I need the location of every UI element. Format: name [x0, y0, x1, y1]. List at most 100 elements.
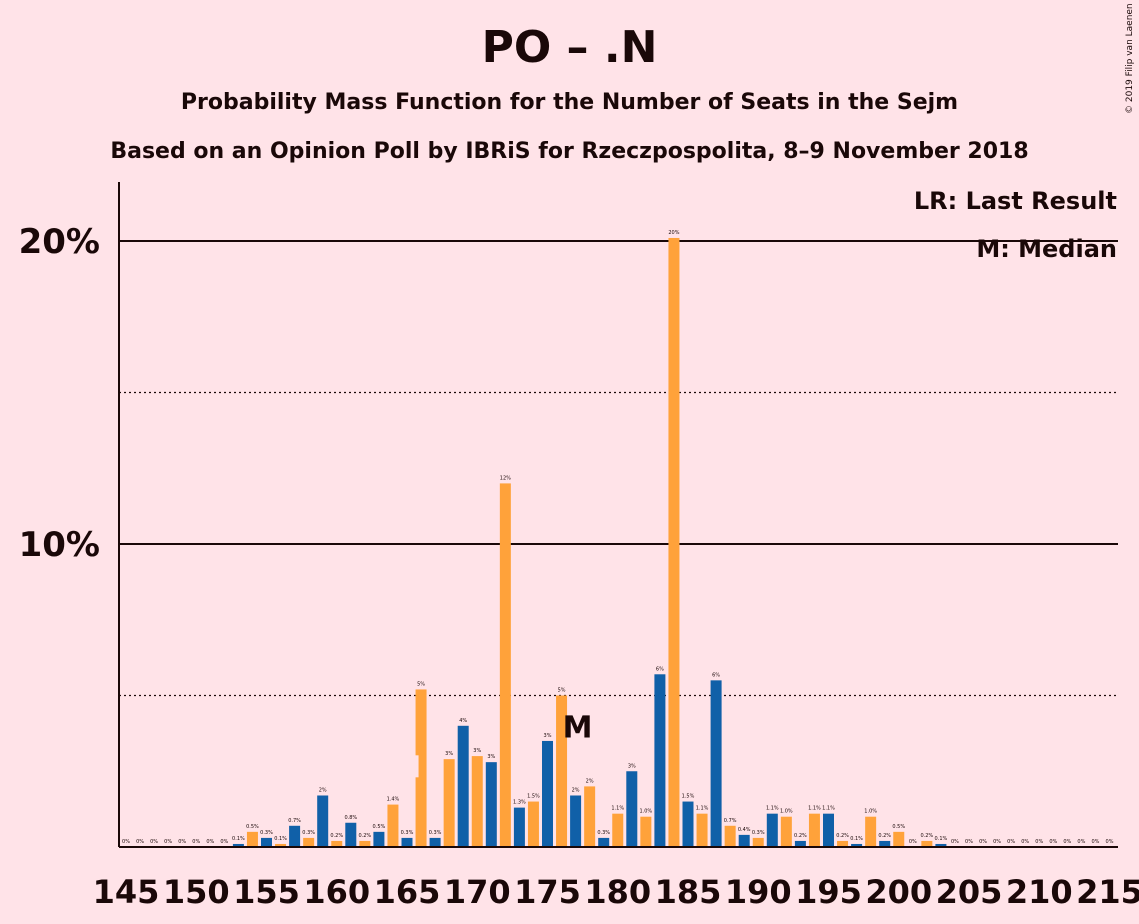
bar	[261, 837, 272, 847]
bar-value-label: 0.1%	[274, 836, 287, 842]
bar	[331, 840, 343, 847]
chart-subtitle: Probability Mass Function for the Number…	[180, 90, 959, 115]
bar	[752, 837, 764, 847]
bar-value-label: 0%	[178, 839, 186, 845]
bar	[527, 801, 539, 847]
bar	[485, 762, 497, 847]
bar	[401, 837, 413, 847]
bar-value-label: 0.3%	[752, 830, 765, 836]
bar-value-label: 0.3%	[302, 830, 315, 836]
bar-value-label: 12%	[500, 475, 511, 481]
bar-value-label: 0.2%	[358, 833, 371, 839]
bar	[710, 680, 722, 847]
bar-value-label: 1.1%	[696, 806, 709, 812]
bar-value-label: 3%	[544, 733, 552, 739]
bar	[879, 840, 891, 847]
y-tick-label: 20%	[19, 222, 100, 262]
x-tick-label: 210	[1006, 873, 1073, 911]
bar	[359, 840, 371, 847]
x-tick-label: 185	[655, 873, 722, 911]
bar-value-label: 0%	[1021, 839, 1029, 845]
bar	[766, 813, 778, 847]
bar	[275, 843, 287, 847]
bar-value-label: 0%	[192, 839, 200, 845]
bar	[738, 834, 750, 847]
bar-value-label: 0.1%	[232, 836, 245, 842]
x-tick-label: 150	[163, 873, 230, 911]
bar	[696, 813, 708, 847]
bar-value-label: 1.0%	[864, 809, 877, 815]
bar-value-label: 0.1%	[850, 836, 863, 842]
bar-value-label: 1.5%	[682, 794, 695, 800]
bar-value-label: 0%	[1077, 839, 1085, 845]
legend-last-result: LR: Last Result	[914, 187, 1117, 215]
bar-value-label: 0.2%	[794, 833, 807, 839]
bar-value-label: 0%	[136, 839, 144, 845]
bar-value-label: 0%	[1007, 839, 1015, 845]
bar	[499, 483, 511, 847]
bar	[345, 822, 357, 847]
bar	[823, 813, 834, 847]
bar-value-label: 0%	[965, 839, 973, 845]
x-tick-label: 170	[444, 873, 511, 911]
bar	[668, 237, 680, 848]
bar-value-label: 0.1%	[935, 836, 948, 842]
bar-value-label: 0.3%	[401, 830, 414, 836]
bar-value-label: 0.2%	[836, 833, 849, 839]
bar-value-label: 0%	[1063, 839, 1071, 845]
bar-value-label: 1.1%	[808, 806, 821, 812]
x-tick-label: 145	[93, 873, 160, 911]
bar	[429, 837, 441, 847]
x-tick-label: 180	[584, 873, 651, 911]
bar-value-label: 1.1%	[766, 806, 779, 812]
bar-value-label: 6%	[656, 666, 664, 672]
bar	[457, 725, 469, 847]
bar-value-label: 1.0%	[780, 809, 793, 815]
bar-value-label: 0.4%	[738, 827, 751, 833]
bar	[584, 786, 596, 847]
bar-value-label: 0%	[206, 839, 214, 845]
bar-value-label: 1.3%	[513, 800, 526, 806]
bar	[808, 813, 820, 847]
bar-value-label: 5%	[417, 681, 425, 687]
bar	[935, 843, 947, 847]
bar-value-label: 0.5%	[246, 824, 259, 830]
bar-value-label: 0.7%	[288, 818, 301, 824]
bar	[654, 674, 666, 847]
bar-value-label: 3%	[473, 748, 481, 754]
bar	[865, 816, 877, 847]
bar	[598, 837, 610, 847]
bar-value-label: 0%	[1091, 839, 1099, 845]
bar	[471, 756, 483, 847]
bar	[415, 689, 427, 847]
bar-value-label: 3%	[628, 763, 636, 769]
bar	[837, 840, 849, 847]
bar	[794, 840, 806, 847]
bar-value-label: 0%	[993, 839, 1001, 845]
bar-value-label: 0.3%	[260, 830, 273, 836]
bar-value-label: 0.5%	[373, 824, 386, 830]
bar-value-label: 0%	[122, 839, 130, 845]
bar-value-label: 1.0%	[639, 809, 652, 815]
bar-value-label: 2%	[319, 787, 327, 793]
chart-source-line: Based on an Opinion Poll by IBRiS for Rz…	[110, 139, 1029, 164]
bar	[921, 840, 933, 847]
bar-value-label: 20%	[668, 230, 679, 236]
bar-value-label: 0.5%	[892, 824, 905, 830]
x-tick-label: 195	[795, 873, 862, 911]
x-tick-label: 200	[865, 873, 932, 911]
bar	[640, 816, 652, 847]
y-tick-label: 10%	[19, 525, 100, 565]
median-marker: M	[563, 711, 593, 746]
x-tick-label: 160	[303, 873, 370, 911]
bar-value-label: 0%	[979, 839, 987, 845]
bar	[612, 813, 624, 847]
x-tick-label: 155	[233, 873, 300, 911]
bar-value-label: 0%	[1035, 839, 1043, 845]
bar-value-label: 1.4%	[387, 797, 400, 803]
bar-value-label: 5%	[558, 688, 566, 694]
bar	[556, 695, 568, 847]
x-tick-label: 215	[1076, 873, 1139, 911]
bar-value-label: 1.1%	[822, 806, 835, 812]
bar-value-label: 0.3%	[597, 830, 610, 836]
